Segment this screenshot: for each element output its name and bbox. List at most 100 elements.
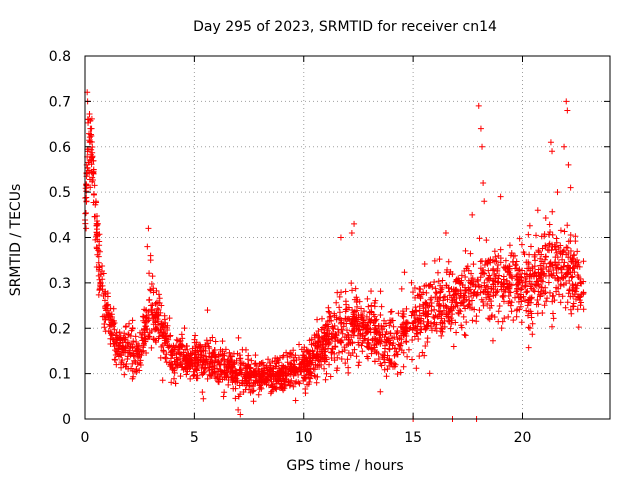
data-point [373,339,380,346]
data-point [273,372,280,379]
data-point [541,302,548,309]
data-point [395,310,402,317]
data-point [536,291,543,298]
data-point [322,358,329,365]
data-point [361,335,368,342]
data-point [566,277,573,284]
data-point [377,388,384,395]
data-point [327,373,334,380]
data-point [129,344,136,351]
data-point [345,364,352,371]
data-point [184,346,191,353]
data-point [447,268,454,275]
data-point [311,332,318,339]
data-point [283,373,290,380]
data-point [574,306,581,313]
data-point [545,231,552,238]
data-point [140,342,147,349]
data-point [423,323,430,330]
data-point [529,265,536,272]
data-point [250,387,257,394]
data-point [577,302,584,309]
data-point [414,330,421,337]
data-point [388,308,395,315]
data-point [225,381,232,388]
data-point [458,322,465,329]
data-point [82,209,89,216]
data-point [197,348,204,355]
data-point [125,331,132,338]
data-point [335,326,342,333]
data-point [202,364,209,371]
data-point [371,299,378,306]
data-point [546,289,553,296]
data-point [242,346,249,353]
data-point [223,374,230,381]
data-point [490,277,497,284]
y-tick-label: 0.2 [49,321,71,337]
data-point [375,350,382,357]
data-point [349,306,356,313]
data-point [358,342,365,349]
data-point [267,372,274,379]
data-point [255,391,262,398]
data-point [565,161,572,168]
data-point [349,287,356,294]
data-point [211,359,218,366]
data-point [432,325,439,332]
data-point [342,360,349,367]
data-point [568,274,575,281]
data-point [314,346,321,353]
data-point [484,276,491,283]
data-point [485,275,492,282]
data-point [125,339,132,346]
data-point [290,372,297,379]
data-point [235,406,242,413]
data-point [85,116,92,123]
data-point [495,308,502,315]
data-point [534,297,541,304]
data-point [501,315,508,322]
data-point [404,326,411,333]
data-point [363,343,370,350]
data-point [377,312,384,319]
data-point [496,272,503,279]
data-point [411,333,418,340]
data-point [438,311,445,318]
data-point [334,289,341,296]
data-point [512,261,519,268]
data-point [372,328,379,335]
data-point [506,263,513,270]
data-point [527,273,534,280]
data-point [500,298,507,305]
data-point [238,360,245,367]
data-point [473,291,480,298]
data-point [549,323,556,330]
data-point [217,376,224,383]
data-point [141,332,148,339]
data-point [160,347,167,354]
data-point [204,375,211,382]
data-point [355,362,362,369]
data-point [227,363,234,370]
data-point [164,342,171,349]
data-point [94,229,101,236]
data-point [561,143,568,150]
y-tick-label: 0 [62,412,71,428]
data-point [128,365,135,372]
data-point [524,312,531,319]
data-point [404,353,411,360]
data-point [348,334,355,341]
data-point [518,286,525,293]
data-point [532,281,539,288]
data-point [549,148,556,155]
data-point [384,366,391,373]
data-point [245,352,252,359]
data-point [172,380,179,387]
data-point [338,326,345,333]
data-point [367,319,374,326]
data-point [463,296,470,303]
data-point [345,315,352,322]
data-point [296,364,303,371]
data-point [408,312,415,319]
